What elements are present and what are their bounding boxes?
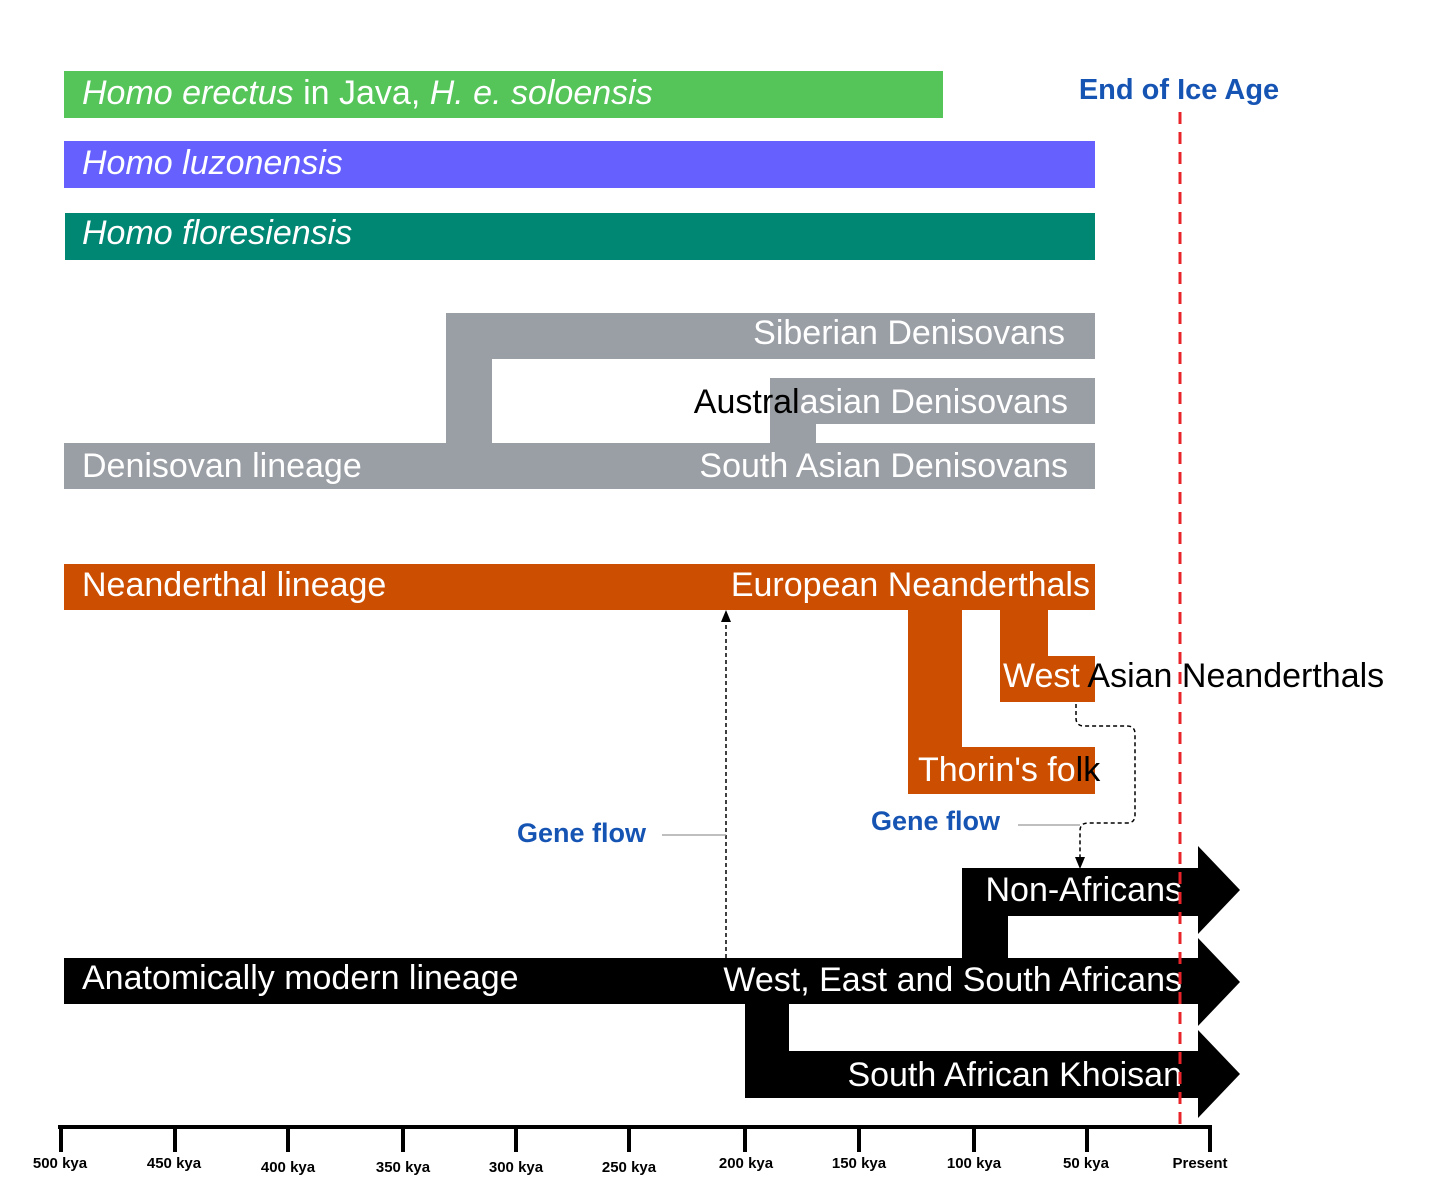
luzonensis-bar — [64, 141, 1095, 188]
thorin-bar — [908, 747, 1095, 794]
end-of-ice-age-label: End of Ice Age — [1079, 74, 1279, 106]
tick-label: 500 kya — [33, 1155, 88, 1172]
west-east-south-africans-label: West, East and South Africans — [723, 961, 1182, 999]
european-neanderthals-label: European Neanderthals — [731, 566, 1090, 604]
denisovan-australasian-bar — [770, 378, 1095, 424]
floresiensis-label: Homo floresiensis — [82, 214, 352, 252]
tick-label: 450 kya — [147, 1155, 202, 1172]
timeline-tick-labels: 500 kya 450 kya 400 kya 350 kya 300 kya … — [33, 1155, 1228, 1176]
thorins-folk-label: Thorin's folk — [918, 751, 1101, 789]
non-africans-bar — [962, 868, 1200, 916]
khoisan-bar — [745, 1051, 1200, 1098]
tick-label: 250 kya — [602, 1159, 657, 1176]
floresiensis-bar — [65, 213, 1095, 260]
tick-label: 100 kya — [947, 1155, 1002, 1172]
denisovan-group — [64, 313, 1095, 489]
gene-flow-left-arrow — [662, 610, 731, 958]
tick-label: 350 kya — [376, 1159, 431, 1176]
modern-main-bar — [64, 958, 1200, 1004]
modern-main-arrowhead — [1198, 938, 1240, 1026]
denisovan-main-bar — [64, 443, 1095, 489]
west-asian-neanderthals-label: West Asian Neanderthals — [1003, 657, 1384, 695]
tick-label: 50 kya — [1063, 1155, 1110, 1172]
south-asian-denisovans-label: South Asian Denisovans — [699, 447, 1068, 485]
neanderthal-group — [64, 564, 1095, 794]
tick-label: 150 kya — [832, 1155, 887, 1172]
tick-label: Present — [1172, 1155, 1227, 1172]
tick-label: 200 kya — [719, 1155, 774, 1172]
denisovan-lineage-label: Denisovan lineage — [82, 447, 362, 485]
khoisan-arrowhead — [1198, 1030, 1240, 1118]
tick-label: 300 kya — [489, 1159, 544, 1176]
modern-lineage-label: Anatomically modern lineage — [82, 959, 519, 997]
erectus-label: Homo erectus in Java, H. e. soloensis — [82, 74, 653, 112]
luzonensis-label: Homo luzonensis — [82, 144, 343, 182]
modern-group — [64, 846, 1240, 1118]
tick-label: 400 kya — [261, 1159, 316, 1176]
neanderthal-lineage-label: Neanderthal lineage — [82, 566, 386, 604]
erectus-bar — [64, 71, 943, 118]
west-asian-bar — [1000, 656, 1095, 702]
gene-flow-left-label: Gene flow — [517, 818, 647, 848]
gene-flow-right-label: Gene flow — [871, 806, 1001, 836]
denisovan-siberian-bar — [446, 313, 1095, 359]
gene-flow-right-arrow — [1018, 704, 1136, 869]
khoisan-label: South African Khoisan — [847, 1056, 1182, 1094]
non-africans-label: Non-Africans — [985, 871, 1182, 909]
timeline-ticks — [59, 1125, 1212, 1152]
australasian-denisovans-label: Australasian Denisovans — [694, 383, 1068, 421]
non-africans-arrowhead — [1198, 846, 1240, 934]
siberian-denisovans-label: Siberian Denisovans — [753, 314, 1065, 352]
